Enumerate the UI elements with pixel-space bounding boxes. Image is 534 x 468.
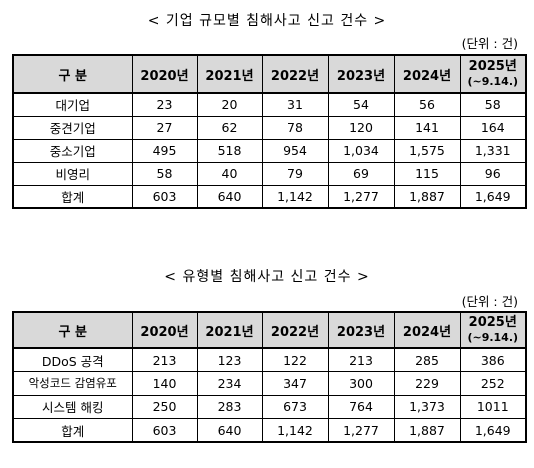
row-label: DDoS 공격 [12, 347, 133, 372]
cell: 1,277 [327, 184, 395, 209]
row-label: 대기업 [12, 92, 133, 117]
header-2020: 2020년 [131, 54, 198, 94]
cell: 1011 [459, 394, 527, 419]
cell: 250 [131, 394, 198, 419]
cell: 54 [327, 92, 395, 117]
row-label: 합계 [12, 418, 133, 443]
cell: 69 [327, 161, 395, 186]
cell: 120 [327, 115, 395, 140]
table-row: 대기업 23 20 31 54 56 58 [12, 92, 527, 117]
table-row: 중소기업 495 518 954 1,034 1,575 1,331 [12, 138, 527, 163]
header-category: 구 분 [12, 311, 133, 349]
row-label: 악성코드 감염유포 [12, 371, 133, 396]
cell: 213 [131, 347, 198, 372]
cell: 1,277 [327, 418, 395, 443]
cell: 27 [131, 115, 198, 140]
header-2023: 2023년 [327, 311, 395, 349]
header-2024: 2024년 [393, 54, 461, 94]
cell: 20 [196, 92, 263, 117]
table-by-type: 구 분 2020년 2021년 2022년 2023년 2024년 2025년 … [12, 311, 527, 443]
row-label: 중견기업 [12, 115, 133, 140]
header-2024: 2024년 [393, 311, 461, 349]
cell: 1,142 [261, 418, 329, 443]
cell: 1,331 [459, 138, 527, 163]
cell: 764 [327, 394, 395, 419]
header-2025-period: (~9.14.) [467, 75, 519, 88]
header-2025: 2025년 (~9.14.) [459, 311, 527, 349]
cell: 252 [459, 371, 527, 396]
row-label: 비영리 [12, 161, 133, 186]
cell: 1,887 [393, 418, 461, 443]
cell: 78 [261, 115, 329, 140]
cell: 1,649 [459, 418, 527, 443]
table-header-row: 구 분 2020년 2021년 2022년 2023년 2024년 2025년 … [12, 54, 527, 94]
cell: 954 [261, 138, 329, 163]
cell: 640 [196, 184, 263, 209]
cell: 673 [261, 394, 329, 419]
cell: 283 [196, 394, 263, 419]
cell: 23 [131, 92, 198, 117]
cell: 96 [459, 161, 527, 186]
header-2022: 2022년 [261, 54, 329, 94]
cell: 115 [393, 161, 461, 186]
cell: 603 [131, 418, 198, 443]
cell: 1,373 [393, 394, 461, 419]
cell: 31 [261, 92, 329, 117]
header-2021: 2021년 [196, 311, 263, 349]
cell: 40 [196, 161, 263, 186]
table-row: DDoS 공격 213 123 122 213 285 386 [12, 347, 527, 372]
table-row: 중견기업 27 62 78 120 141 164 [12, 115, 527, 140]
table-row: 악성코드 감염유포 140 234 347 300 229 252 [12, 371, 527, 396]
cell: 495 [131, 138, 198, 163]
table-total-row: 합계 603 640 1,142 1,277 1,887 1,649 [12, 418, 527, 443]
cell: 58 [131, 161, 198, 186]
cell: 229 [393, 371, 461, 396]
header-2020: 2020년 [131, 311, 198, 349]
table-total-row: 합계 603 640 1,142 1,277 1,887 1,649 [12, 184, 527, 209]
header-2025-period: (~9.14.) [467, 331, 519, 344]
row-label: 중소기업 [12, 138, 133, 163]
cell: 300 [327, 371, 395, 396]
table1-title: < 기업 규모별 침해사고 신고 건수 > [147, 13, 387, 29]
table1-unit: (단위 : 건) [461, 36, 518, 51]
cell: 1,575 [393, 138, 461, 163]
cell: 140 [131, 371, 198, 396]
cell: 1,034 [327, 138, 395, 163]
cell: 79 [261, 161, 329, 186]
row-label: 시스템 해킹 [12, 394, 133, 419]
cell: 213 [327, 347, 395, 372]
cell: 386 [459, 347, 527, 372]
header-category: 구 분 [12, 54, 133, 94]
cell: 58 [459, 92, 527, 117]
table-by-company-size: 구 분 2020년 2021년 2022년 2023년 2024년 2025년 … [12, 54, 527, 209]
cell: 56 [393, 92, 461, 117]
cell: 603 [131, 184, 198, 209]
table-row: 비영리 58 40 79 69 115 96 [12, 161, 527, 186]
cell: 164 [459, 115, 527, 140]
cell: 1,142 [261, 184, 329, 209]
row-label: 합계 [12, 184, 133, 209]
cell: 1,887 [393, 184, 461, 209]
cell: 234 [196, 371, 263, 396]
table-header-row: 구 분 2020년 2021년 2022년 2023년 2024년 2025년 … [12, 311, 527, 349]
header-2025: 2025년 (~9.14.) [459, 54, 527, 94]
cell: 122 [261, 347, 329, 372]
header-2022: 2022년 [261, 311, 329, 349]
table-row: 시스템 해킹 250 283 673 764 1,373 1011 [12, 394, 527, 419]
table2-unit: (단위 : 건) [461, 294, 518, 309]
table2-title: < 유형별 침해사고 신고 건수 > [164, 269, 370, 285]
header-2023: 2023년 [327, 54, 395, 94]
cell: 347 [261, 371, 329, 396]
cell: 123 [196, 347, 263, 372]
cell: 640 [196, 418, 263, 443]
header-2021: 2021년 [196, 54, 263, 94]
cell: 1,649 [459, 184, 527, 209]
header-2025-year: 2025년 [468, 59, 517, 74]
cell: 62 [196, 115, 263, 140]
header-2025-year: 2025년 [468, 315, 517, 330]
cell: 141 [393, 115, 461, 140]
cell: 518 [196, 138, 263, 163]
cell: 285 [393, 347, 461, 372]
